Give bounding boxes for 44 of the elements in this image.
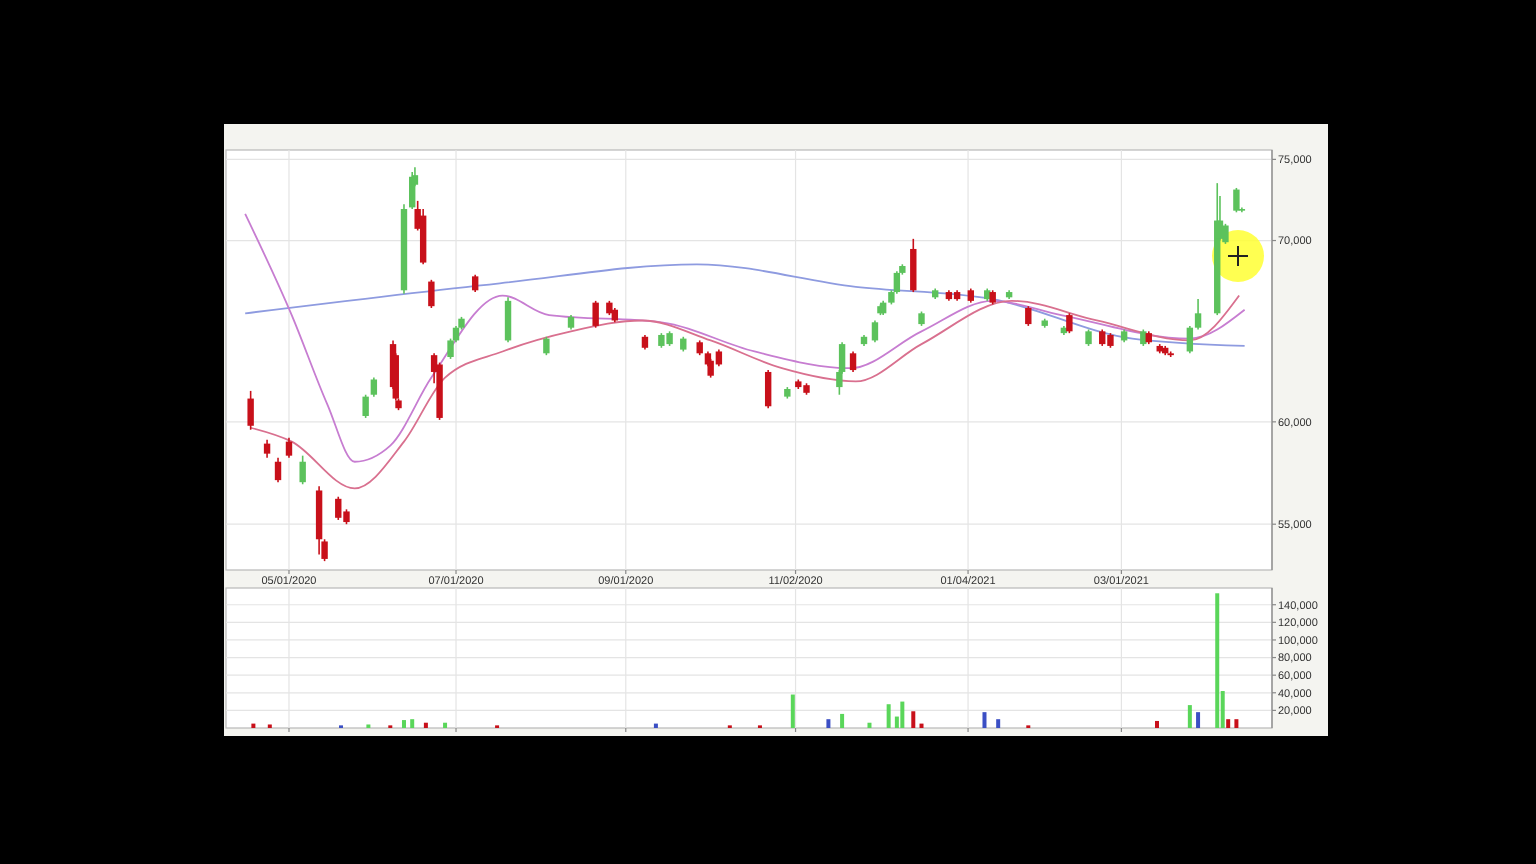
bar bbox=[982, 712, 987, 728]
candlestick bbox=[543, 335, 550, 356]
candlestick bbox=[1194, 298, 1202, 331]
candlestick bbox=[1233, 187, 1240, 214]
bar bbox=[826, 719, 831, 728]
bar bbox=[1226, 719, 1231, 728]
candlestick bbox=[849, 350, 857, 373]
line-series bbox=[249, 294, 1241, 490]
candlestick bbox=[592, 300, 599, 329]
bar bbox=[900, 701, 905, 728]
candlestick bbox=[419, 208, 427, 266]
bar bbox=[1234, 719, 1239, 728]
candlestick bbox=[263, 438, 271, 459]
bar bbox=[401, 720, 406, 728]
bar bbox=[911, 711, 916, 728]
bar bbox=[1187, 705, 1192, 728]
candlestick bbox=[910, 238, 917, 293]
candlestick bbox=[1066, 312, 1073, 334]
candlestick bbox=[764, 369, 772, 410]
bar bbox=[1215, 593, 1220, 728]
bar bbox=[996, 719, 1001, 728]
bar bbox=[1154, 720, 1159, 728]
candlestick bbox=[335, 495, 342, 521]
bar bbox=[443, 722, 448, 728]
bar bbox=[1196, 712, 1201, 728]
candlestick bbox=[428, 279, 435, 309]
candlestick bbox=[299, 454, 306, 486]
candlestick bbox=[504, 296, 512, 344]
candlestick bbox=[370, 376, 378, 398]
candlestick bbox=[362, 393, 369, 419]
candlestick bbox=[274, 456, 282, 483]
candlestick bbox=[1025, 305, 1032, 327]
candlestick bbox=[871, 319, 879, 344]
bar bbox=[790, 694, 795, 728]
line-series bbox=[244, 263, 1246, 347]
candlestick bbox=[285, 436, 293, 459]
bar bbox=[423, 722, 428, 728]
line-series bbox=[244, 213, 1246, 463]
bar bbox=[840, 713, 845, 728]
bar bbox=[867, 722, 872, 728]
candlestick bbox=[247, 390, 254, 431]
bar bbox=[410, 719, 415, 728]
candlestick bbox=[1186, 325, 1194, 355]
bar bbox=[886, 704, 891, 728]
